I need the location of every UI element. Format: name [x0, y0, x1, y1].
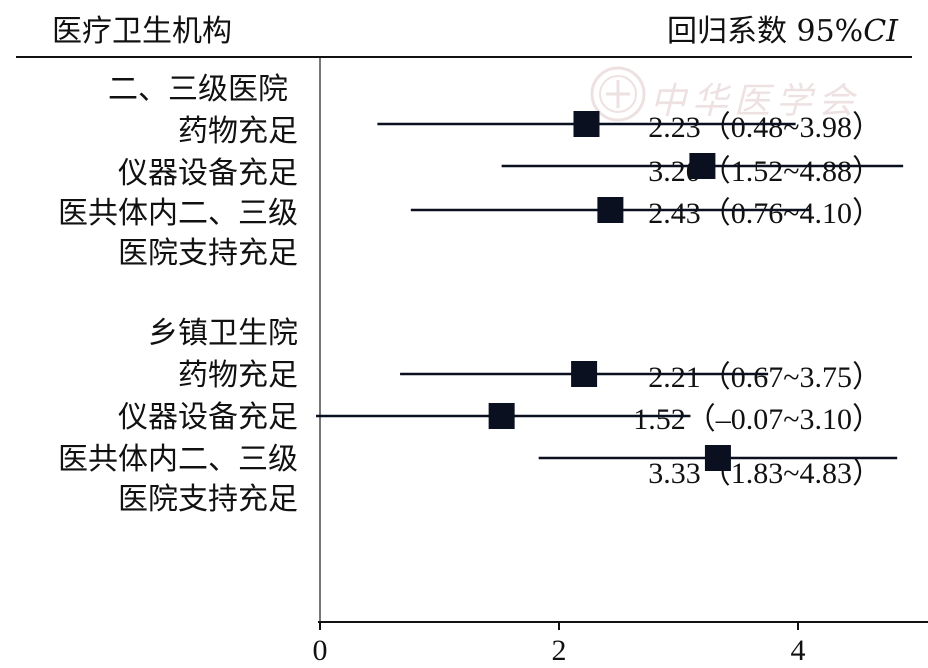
- watermark-text: 中华医学会: [650, 81, 861, 122]
- column-header-coefficient: 回归系数 95%CI: [667, 14, 898, 50]
- row-label-6-line-2: 医院支持充足: [118, 482, 298, 517]
- estimate-marker-2: [689, 153, 716, 179]
- estimate-text-4: 2.21（0.67~3.75）: [648, 361, 882, 394]
- x-tick-label-0: 0: [313, 634, 328, 667]
- estimate-text-3: 2.43（0.76~4.10）: [648, 197, 882, 230]
- ci-italic-text: CI: [863, 14, 898, 49]
- row-label-5-line-1: 仪器设备充足: [118, 400, 298, 435]
- row-label-3-line-2: 医院支持充足: [118, 236, 298, 271]
- estimate-marker-5: [488, 403, 515, 429]
- estimate-text-2: 3.20（1.52~4.88）: [648, 155, 882, 188]
- estimate-marker-3: [597, 197, 624, 223]
- row-label-4-line-1: 药物充足: [178, 358, 298, 393]
- section-label-township: 乡镇卫生院: [148, 316, 298, 351]
- estimate-marker-6: [704, 445, 731, 471]
- row-label-3-line-1: 医共体内二、三级: [58, 196, 298, 231]
- estimate-text-5: 1.52（–0.07~3.10）: [633, 403, 882, 436]
- row-label-6-line-1: 医共体内二、三级: [58, 442, 298, 477]
- watermark-logo: 中华医学会: [588, 64, 888, 124]
- row-label-2-line-1: 仪器设备充足: [118, 156, 298, 191]
- x-tick-label-1: 2: [552, 634, 567, 667]
- column-header-institution: 医疗卫生机构: [52, 14, 232, 49]
- header-rule: [16, 56, 912, 58]
- coefficient-header-text: 回归系数 95%: [666, 14, 864, 49]
- seal-icon: [590, 66, 646, 122]
- x-tick-label-2: 4: [791, 634, 806, 667]
- estimate-text-6: 3.33（1.83~4.83）: [648, 457, 882, 490]
- section-label-tertiary: 二、三级医院: [108, 72, 288, 107]
- row-label-1-line-1: 药物充足: [178, 114, 298, 149]
- estimate-marker-4: [571, 361, 598, 387]
- estimate-text-1: 2.23（0.48~3.98）: [648, 111, 882, 144]
- estimate-marker-1: [573, 111, 600, 137]
